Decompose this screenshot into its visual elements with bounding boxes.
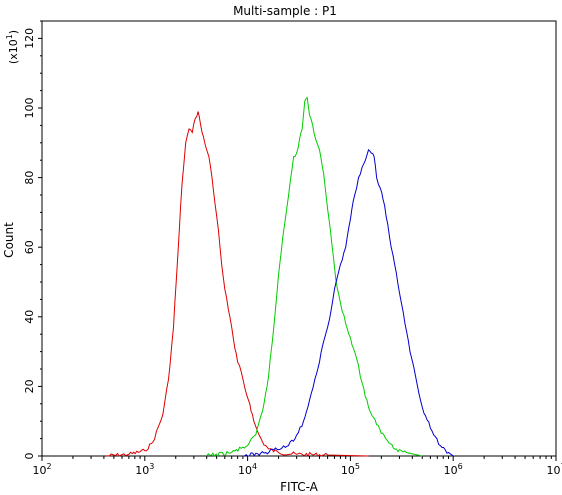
y-tick-label: 100 bbox=[23, 98, 36, 119]
chart-title: Multi-sample : P1 bbox=[233, 4, 337, 18]
histogram-series-1 bbox=[106, 111, 369, 458]
x-tick-label: 107 bbox=[546, 462, 562, 477]
x-tick-label: 105 bbox=[341, 462, 360, 477]
x-axis: 102103104105106107 bbox=[32, 456, 562, 477]
plot-frame bbox=[41, 20, 557, 457]
y-tick-label: 20 bbox=[23, 379, 36, 393]
y-tick-label: 120 bbox=[23, 28, 36, 49]
histogram-series-3 bbox=[242, 148, 454, 457]
y-multiplier-exp: 1 bbox=[5, 34, 14, 39]
histogram-series-2 bbox=[206, 96, 423, 457]
x-tick-base: 10 bbox=[546, 464, 560, 477]
svg-text:(x101): (x101) bbox=[5, 30, 20, 64]
x-tick-base: 10 bbox=[135, 464, 149, 477]
x-tick-base: 10 bbox=[341, 464, 355, 477]
y-tick-label: 60 bbox=[23, 240, 36, 254]
y-tick-label: 0 bbox=[23, 453, 36, 460]
x-tick-label: 106 bbox=[444, 462, 463, 477]
x-axis-label: FITC-A bbox=[280, 480, 319, 494]
y-multiplier-base: (x10 bbox=[7, 39, 20, 64]
x-tick-label: 103 bbox=[135, 462, 154, 477]
x-tick-exponent: 7 bbox=[560, 462, 562, 471]
x-tick-label: 104 bbox=[238, 462, 257, 477]
x-tick-exponent: 5 bbox=[355, 462, 360, 471]
x-tick-exponent: 3 bbox=[149, 462, 154, 471]
x-tick-exponent: 2 bbox=[46, 462, 51, 471]
y-tick-label: 40 bbox=[23, 310, 36, 324]
x-tick-label: 102 bbox=[32, 462, 51, 477]
y-axis-multiplier: (x101) bbox=[5, 30, 20, 64]
x-tick-base: 10 bbox=[444, 464, 458, 477]
x-tick-base: 10 bbox=[238, 464, 252, 477]
series-layer bbox=[106, 96, 454, 458]
y-axis-label: Count bbox=[2, 222, 16, 258]
y-axis: 0 20 40 60 80 100 120 bbox=[23, 20, 42, 460]
y-tick-label: 80 bbox=[23, 171, 36, 185]
x-tick-exponent: 6 bbox=[458, 462, 463, 471]
x-tick-base: 10 bbox=[32, 464, 46, 477]
x-tick-exponent: 4 bbox=[252, 462, 257, 471]
